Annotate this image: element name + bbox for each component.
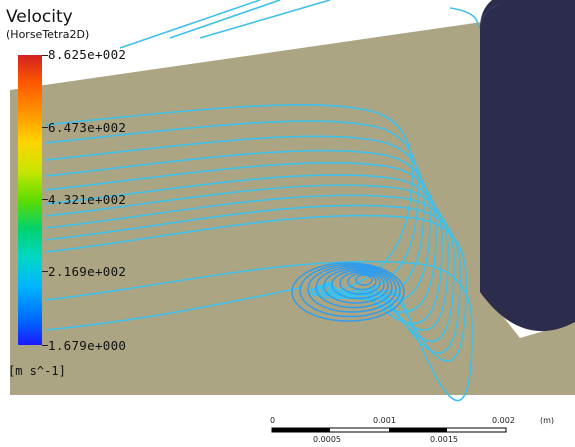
vortex-ring	[299, 263, 401, 318]
upper-streamlines	[119, 0, 479, 49]
colorbar-tick	[42, 55, 48, 56]
scale-unit: (m)	[540, 416, 555, 425]
vortex-ring	[315, 266, 393, 309]
vortex-ring	[323, 268, 389, 304]
vortex-core	[291, 262, 405, 322]
legend-subtitle: (HorseTetra2D)	[6, 28, 90, 41]
streamline	[44, 194, 455, 342]
scale-bar	[271, 427, 507, 433]
vortex-ring	[355, 274, 373, 286]
cylinder	[479, 0, 575, 332]
streamline	[44, 204, 461, 354]
vortex-ring	[339, 271, 381, 295]
colorbar-tick-label: 4.321e+002	[48, 192, 127, 207]
colorbar-tick	[42, 271, 48, 272]
vortex-ring	[307, 265, 397, 313]
streamline	[44, 287, 301, 331]
vortex-ring	[291, 262, 405, 322]
scale-label-0: 0	[270, 416, 276, 425]
scale-label-0-002: 0.002	[492, 416, 515, 425]
vortex-ring	[331, 269, 385, 300]
scale-label-0-001: 0.001	[373, 416, 396, 425]
colorbar-tick-label: 6.473e+002	[48, 120, 127, 135]
colorbar-tick	[42, 127, 48, 128]
colorbar-max-label: 8.625e+002	[48, 47, 127, 62]
streamline	[44, 149, 431, 302]
streamline	[44, 214, 467, 362]
scale-label-0-0015: 0.0015	[430, 435, 458, 444]
streamline	[44, 103, 413, 295]
colorbar-tick	[42, 199, 48, 200]
colorbar	[18, 55, 42, 345]
legend-title: Velocity	[6, 7, 73, 27]
scale-label-0-0005: 0.0005	[313, 435, 341, 444]
colorbar-tick	[42, 345, 48, 346]
velocity-unit: [m s^-1]	[8, 364, 66, 378]
colorbar-tick-label: 2.169e+002	[48, 264, 127, 279]
colorbar-min-label: 1.679e+000	[48, 338, 127, 353]
vortex-ring	[347, 272, 377, 291]
